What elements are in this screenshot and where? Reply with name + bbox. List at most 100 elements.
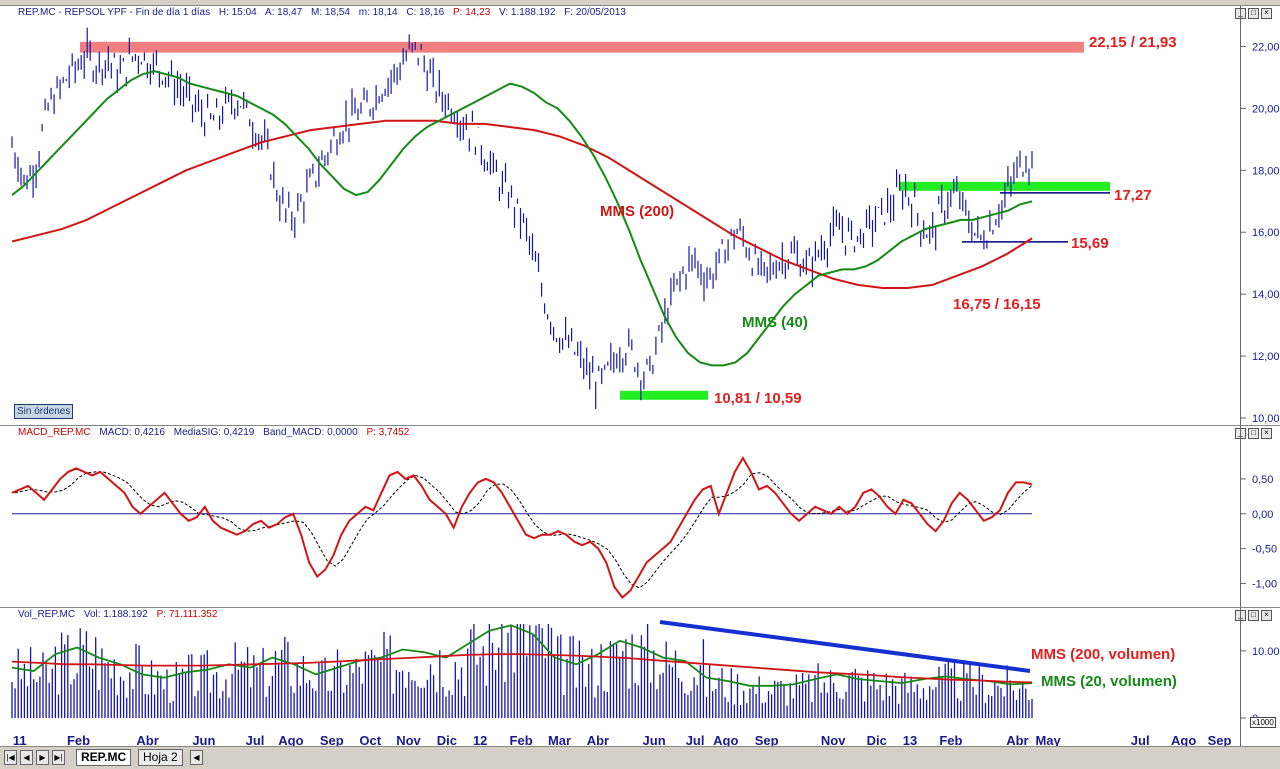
- price-y-tick-label: 12,00: [1252, 351, 1280, 363]
- price-header-p: P: 14,23: [453, 7, 491, 18]
- price-pane: REP.MC - REPSOL YPF - Fin de día 1 días …: [0, 5, 1280, 426]
- close-button[interactable]: ×: [1261, 8, 1272, 19]
- x-tick-label: Jul: [686, 733, 705, 747]
- label-mms-20-volumen: MMS (20, volumen): [1041, 673, 1177, 690]
- volume-header-name: Vol_REP.MC: [18, 609, 76, 620]
- annotation-15-69: 15,69: [1071, 235, 1109, 252]
- scroll-left-icon[interactable]: ◀: [190, 750, 203, 765]
- close-button[interactable]: ×: [1261, 428, 1272, 439]
- macd-y-tick-label: -1,00: [1252, 579, 1277, 591]
- price-header-high: M: 18,54: [311, 7, 350, 18]
- x-tick-label: Jul: [1131, 733, 1150, 747]
- sheet-tab-bar: |◀ ◀ ▶ ▶| REP.MC Hoja 2 ◀: [0, 746, 1280, 769]
- maximize-button[interactable]: □: [1248, 428, 1259, 439]
- x-tick-label: 13: [903, 733, 917, 747]
- x-tick-label: Mar: [548, 733, 571, 747]
- annotation-22-15: 22,15 / 21,93: [1089, 34, 1177, 51]
- volume-chart: 10.0000MMS (200, volumen)MMS (20, volume…: [11, 620, 1280, 747]
- x-tick-label: Sep: [755, 733, 779, 747]
- tab-hoja-2[interactable]: Hoja 2: [138, 749, 183, 766]
- x-tick-label: Abr: [1006, 733, 1028, 747]
- volume-header-vol: Vol: 1.188.192: [83, 609, 148, 620]
- label-mms-200: MMS (200): [600, 203, 674, 220]
- volume-pane-header: Vol_REP.MC Vol: 1.188.192 P: 71.111.352: [0, 608, 223, 622]
- price-y-tick-label: 22,00: [1252, 41, 1280, 53]
- macd-line: [11, 456, 1033, 599]
- x-tick-label: 12: [473, 733, 487, 747]
- price-header-volume: V: 1.188.192: [499, 7, 556, 18]
- x-tick-label: Sep: [320, 733, 344, 747]
- annotation-10-81: 10,81 / 10,59: [714, 390, 802, 407]
- price-header-low: m: 18,14: [358, 7, 398, 18]
- next-icon[interactable]: ▶: [36, 750, 49, 765]
- macd-pane-header: MACD_REP.MC MACD: 0,4216 MediaSIG: 0,421…: [0, 426, 415, 440]
- x-tick-label: Feb: [67, 733, 90, 747]
- volume-y-tick-label: 10.000: [1252, 646, 1280, 658]
- x-tick-label: Feb: [939, 733, 962, 747]
- price-y-tick-label: 20,00: [1252, 103, 1280, 115]
- first-icon[interactable]: |◀: [4, 750, 17, 765]
- macd-pane: MACD_REP.MC MACD: 0,4216 MediaSIG: 0,421…: [0, 425, 1280, 608]
- price-pane-header: REP.MC - REPSOL YPF - Fin de día 1 días …: [0, 6, 632, 20]
- sma40-line: [11, 70, 1033, 367]
- macd-header-name: MACD_REP.MC: [18, 427, 91, 438]
- x-tick-label: May: [1035, 733, 1061, 747]
- annotation-16-75: 16,75 / 16,15: [953, 296, 1041, 313]
- price-header-date: F: 20/05/2013: [564, 7, 626, 18]
- prev-icon[interactable]: ◀: [20, 750, 33, 765]
- close-button[interactable]: ×: [1261, 610, 1272, 621]
- price-y-tick-label: 16,00: [1252, 227, 1280, 239]
- x-tick-label: Abr: [587, 733, 609, 747]
- price-header-close: C: 18,16: [406, 7, 445, 18]
- price-y-tick-label: 10,00: [1252, 413, 1280, 425]
- x-tick-label: 11: [13, 733, 27, 747]
- macd-y-axis-line: [1240, 426, 1241, 608]
- label-mms-200-volumen: MMS (200, volumen): [1031, 646, 1175, 663]
- macd-y-tick-label: -0,50: [1252, 544, 1277, 556]
- x-tick-label: Abr: [136, 733, 158, 747]
- x-tick-label: Feb: [510, 733, 533, 747]
- maximize-button[interactable]: □: [1248, 8, 1259, 19]
- macd-header-band: Band_MACD: 0,0000: [263, 427, 358, 438]
- price-y-axis-line: [1240, 6, 1241, 426]
- x-tick-label: Ago: [713, 733, 738, 747]
- price-y-tick-label: 18,00: [1252, 165, 1280, 177]
- volume-header-p: P: 71.111.352: [156, 609, 218, 620]
- resistance-band-22: [80, 41, 1084, 53]
- volume-sma200-line: [11, 653, 1033, 684]
- last-icon[interactable]: ▶|: [52, 750, 65, 765]
- x-tick-label: Ago: [278, 733, 303, 747]
- x-tick-label: Jul: [246, 733, 265, 747]
- volume-pane: Vol_REP.MC Vol: 1.188.192 P: 71.111.352 …: [0, 607, 1280, 747]
- price-header-open: A: 18,47: [264, 7, 303, 18]
- support-band-10: [620, 390, 708, 400]
- x-tick-label: Jun: [192, 733, 215, 747]
- x-tick-label: Nov: [821, 733, 846, 747]
- price-chart: 22,00 20,00 18,00 16,00 14,00 12,00 10,00 22,15…: [11, 27, 1280, 425]
- x-tick-label: Ago: [1171, 733, 1196, 747]
- sma200-line: [11, 119, 1033, 289]
- volume-trend-line: [659, 620, 1031, 673]
- volume-y-axis-line: [1240, 608, 1241, 747]
- x-tick-label: Nov: [396, 733, 421, 747]
- x-tick-label: Oct: [359, 733, 381, 747]
- price-y-tick-label: 14,00: [1252, 289, 1280, 301]
- label-mms-40: MMS (40): [742, 314, 808, 331]
- macd-header-macd: MACD: 0,4216: [99, 427, 165, 438]
- macd-y-tick-label: 0,50: [1252, 474, 1273, 486]
- x-tick-label: Dic: [437, 733, 457, 747]
- tab-rep-mc[interactable]: REP.MC: [76, 749, 132, 766]
- sin-ordenes-button[interactable]: Sin órdenes: [14, 404, 74, 419]
- x-tick-label: Jun: [643, 733, 666, 747]
- macd-chart: 0,50 0,00 -0,50 -1,00: [11, 456, 1277, 599]
- price-header-symbol: REP.MC - REPSOL YPF - Fin de día 1 días: [18, 7, 211, 18]
- x-tick-label: Sep: [1208, 733, 1232, 747]
- macd-signal-line: [14, 471, 1033, 589]
- macd-header-p: P: 3,7452: [366, 427, 410, 438]
- price-header-time: H: 15:04: [218, 7, 257, 18]
- maximize-button[interactable]: □: [1248, 610, 1259, 621]
- macd-header-signal: MediaSIG: 0,4219: [173, 427, 255, 438]
- annotation-17-27: 17,27: [1114, 187, 1152, 204]
- x-tick-label: Dic: [867, 733, 887, 747]
- volume-sma20-line: [11, 624, 1033, 687]
